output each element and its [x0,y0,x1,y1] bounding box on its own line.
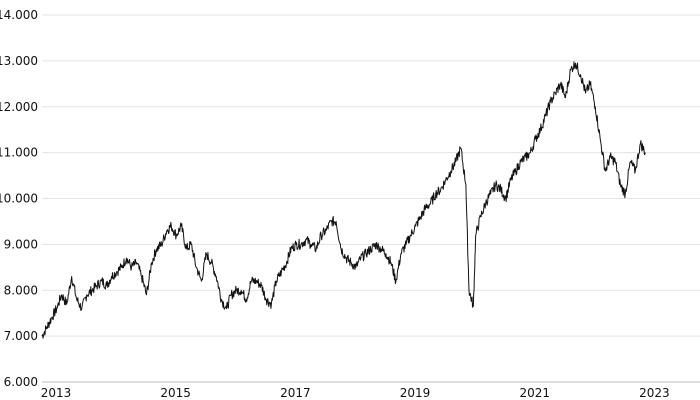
grid-lines [42,14,700,337]
y-tick-label: 7.000 [4,329,38,343]
x-tick-label: 2013 [41,386,72,400]
x-tick-label: 2023 [639,386,670,400]
y-tick-labels: 6.000 7.000 8.000 9.000 10.000 11.000 12.000 13… [0,8,38,389]
y-tick-label: 8.000 [4,283,38,297]
series-line [41,61,646,339]
y-tick-label: 10.000 [0,192,38,206]
x-tick-label: 2015 [160,386,191,400]
series [41,61,646,339]
y-tick-label: 13.000 [0,54,38,68]
y-tick-label: 14.000 [0,8,38,22]
y-tick-label: 12.000 [0,100,38,114]
x-tick-label: 2021 [519,386,550,400]
x-tick-label: 2019 [400,386,431,400]
x-tick-label: 2017 [280,386,311,400]
y-tick-label: 6.000 [4,375,38,389]
x-tick-labels: 2013 2015 2017 2019 2021 2023 [41,386,670,400]
y-tick-label: 9.000 [4,237,38,251]
y-tick-label: 11.000 [0,146,38,160]
